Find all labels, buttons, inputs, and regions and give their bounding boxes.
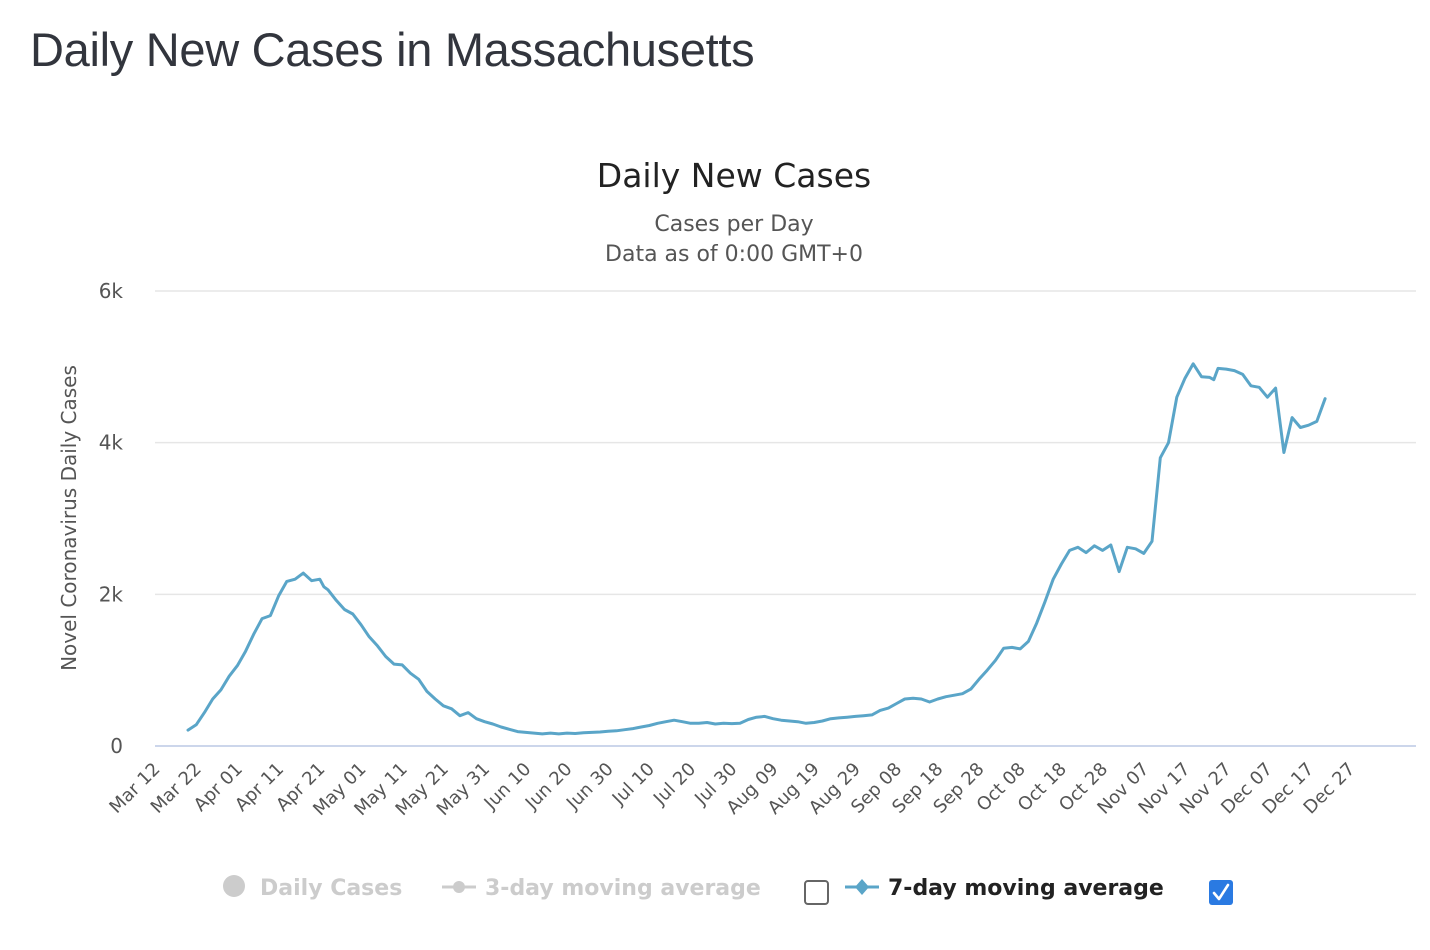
x-tick-label: Jul 20 xyxy=(649,759,700,810)
y-axis-ticks: 0 2k 4k 6k xyxy=(99,279,124,758)
y-tick-label: 0 xyxy=(110,734,123,758)
legend-label-daily-cases: Daily Cases xyxy=(260,876,402,901)
x-tick-label: Jul 10 xyxy=(608,759,659,810)
checkmark-icon xyxy=(1212,883,1230,901)
x-tick-label: Jun 30 xyxy=(562,759,618,815)
3-day-marker-icon xyxy=(453,881,465,893)
legend-label-3-day-average: 3-day moving average xyxy=(485,876,761,901)
legend-label-7-day-average: 7-day moving average xyxy=(888,876,1164,901)
7-day-average-checkbox[interactable] xyxy=(1209,880,1233,905)
grid-lines xyxy=(155,290,1416,747)
7-day-diamond-marker-icon xyxy=(855,879,869,895)
page-title: Daily New Cases in Massachusetts xyxy=(30,23,755,76)
legend-item-daily-cases[interactable]: Daily Cases xyxy=(223,875,402,901)
y-tick-label: 6k xyxy=(99,279,124,303)
x-tick-label: Jun 10 xyxy=(480,759,536,815)
chart-subtitle-line-1: Cases per Day xyxy=(654,212,813,237)
3-day-average-checkbox[interactable] xyxy=(804,880,829,905)
chart-subtitle-line-2: Data as of 0:00 GMT+0 xyxy=(605,242,863,267)
y-tick-label: 2k xyxy=(99,582,124,606)
legend-item-3-day-average[interactable]: 3-day moving average xyxy=(442,876,761,901)
x-tick-label: Jun 20 xyxy=(521,759,577,815)
legend: Daily Cases 3-day moving average 7-day m… xyxy=(223,875,1233,905)
legend-item-7-day-average[interactable]: 7-day moving average xyxy=(845,876,1164,901)
chart-title: Daily New Cases xyxy=(597,156,871,195)
daily-cases-marker-icon xyxy=(223,875,245,897)
series-line-7-day-moving-average xyxy=(186,362,1327,736)
y-tick-label: 4k xyxy=(99,431,124,455)
series-layer xyxy=(186,362,1327,736)
y-axis-label: Novel Coronavirus Daily Cases xyxy=(57,365,81,671)
